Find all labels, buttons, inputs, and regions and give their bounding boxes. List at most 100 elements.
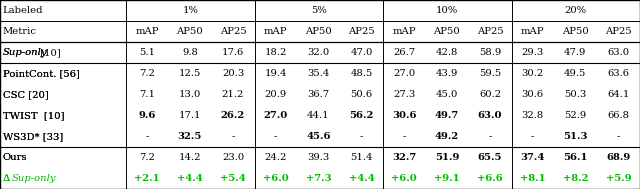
Text: +6.0: +6.0 xyxy=(391,174,417,183)
Text: 30.6: 30.6 xyxy=(522,90,544,99)
Text: 20%: 20% xyxy=(564,6,587,15)
Text: 56.1: 56.1 xyxy=(563,153,588,162)
Text: WS3D* [33]: WS3D* [33] xyxy=(3,132,63,141)
Text: 51.3: 51.3 xyxy=(563,132,588,141)
Text: 58.9: 58.9 xyxy=(479,48,501,57)
Text: 45.0: 45.0 xyxy=(436,90,458,99)
Text: -: - xyxy=(360,132,363,141)
Text: 7.2: 7.2 xyxy=(140,69,155,78)
Text: Metric: Metric xyxy=(3,27,36,36)
Text: 48.5: 48.5 xyxy=(350,69,372,78)
Text: [10]: [10] xyxy=(37,48,61,57)
Text: 27.0: 27.0 xyxy=(393,69,415,78)
Text: 64.1: 64.1 xyxy=(607,90,630,99)
Text: 26.2: 26.2 xyxy=(221,111,245,120)
Text: 21.2: 21.2 xyxy=(222,90,244,99)
Text: AP50: AP50 xyxy=(305,27,332,36)
Text: 49.2: 49.2 xyxy=(435,132,459,141)
Text: 19.4: 19.4 xyxy=(264,69,287,78)
Text: 50.3: 50.3 xyxy=(564,90,586,99)
Text: 24.2: 24.2 xyxy=(264,153,287,162)
Text: mAP: mAP xyxy=(264,27,287,36)
Text: 32.5: 32.5 xyxy=(178,132,202,141)
Text: 5%: 5% xyxy=(311,6,326,15)
Text: 1%: 1% xyxy=(182,6,198,15)
Text: 10%: 10% xyxy=(436,6,458,15)
Text: 17.1: 17.1 xyxy=(179,111,201,120)
Text: 63.0: 63.0 xyxy=(607,48,630,57)
Text: 36.7: 36.7 xyxy=(307,90,330,99)
Text: AP25: AP25 xyxy=(477,27,503,36)
Text: 27.0: 27.0 xyxy=(264,111,288,120)
Text: Sup-only: Sup-only xyxy=(12,174,56,183)
Text: AP50: AP50 xyxy=(177,27,204,36)
Text: 32.7: 32.7 xyxy=(392,153,416,162)
Text: 5.1: 5.1 xyxy=(139,48,155,57)
Text: -: - xyxy=(403,132,406,141)
Text: 63.0: 63.0 xyxy=(477,111,502,120)
Text: AP25: AP25 xyxy=(348,27,375,36)
Text: TWIST  [10]: TWIST [10] xyxy=(3,111,64,120)
Text: 9.8: 9.8 xyxy=(182,48,198,57)
Text: Ours: Ours xyxy=(3,153,27,162)
Text: +8.2: +8.2 xyxy=(563,174,588,183)
Text: AP25: AP25 xyxy=(605,27,632,36)
Text: 47.9: 47.9 xyxy=(564,48,586,57)
Text: +5.9: +5.9 xyxy=(605,174,631,183)
Text: +8.1: +8.1 xyxy=(520,174,545,183)
Text: +4.4: +4.4 xyxy=(349,174,374,183)
Text: +7.3: +7.3 xyxy=(305,174,331,183)
Text: AP50: AP50 xyxy=(433,27,460,36)
Text: PointCont. [56]: PointCont. [56] xyxy=(3,69,79,78)
Text: mAP: mAP xyxy=(392,27,416,36)
Text: 30.2: 30.2 xyxy=(522,69,544,78)
Text: AP50: AP50 xyxy=(562,27,589,36)
Text: 7.1: 7.1 xyxy=(139,90,155,99)
Text: 26.7: 26.7 xyxy=(393,48,415,57)
Text: 65.5: 65.5 xyxy=(477,153,502,162)
Text: 44.1: 44.1 xyxy=(307,111,330,120)
Text: 20.3: 20.3 xyxy=(222,69,244,78)
Text: 37.4: 37.4 xyxy=(520,153,545,162)
Text: 59.5: 59.5 xyxy=(479,69,501,78)
Text: CSC [20]: CSC [20] xyxy=(3,90,48,99)
Text: +6.6: +6.6 xyxy=(477,174,503,183)
Text: WS3D* [33]: WS3D* [33] xyxy=(3,132,63,141)
Text: 49.7: 49.7 xyxy=(435,111,459,120)
Text: +4.4: +4.4 xyxy=(177,174,203,183)
Text: 68.9: 68.9 xyxy=(606,153,630,162)
Text: 52.9: 52.9 xyxy=(564,111,586,120)
Text: 17.6: 17.6 xyxy=(222,48,244,57)
Text: 42.8: 42.8 xyxy=(436,48,458,57)
Text: 30.6: 30.6 xyxy=(392,111,417,120)
Text: -: - xyxy=(531,132,534,141)
Text: 45.6: 45.6 xyxy=(306,132,331,141)
Text: -: - xyxy=(274,132,277,141)
Text: AP25: AP25 xyxy=(220,27,246,36)
Text: Δ: Δ xyxy=(3,174,13,183)
Text: +2.1: +2.1 xyxy=(134,174,160,183)
Text: 51.9: 51.9 xyxy=(435,153,459,162)
Text: Sup-only: Sup-only xyxy=(3,48,47,57)
Text: 9.6: 9.6 xyxy=(138,111,156,120)
Text: mAP: mAP xyxy=(521,27,545,36)
Text: 29.3: 29.3 xyxy=(522,48,544,57)
Text: 32.0: 32.0 xyxy=(307,48,330,57)
Text: 39.3: 39.3 xyxy=(307,153,330,162)
Text: 23.0: 23.0 xyxy=(222,153,244,162)
Text: mAP: mAP xyxy=(136,27,159,36)
Text: -: - xyxy=(231,132,235,141)
Text: 27.3: 27.3 xyxy=(393,90,415,99)
Text: +9.1: +9.1 xyxy=(434,174,460,183)
Text: Sup-only: Sup-only xyxy=(3,48,47,57)
Text: Δ: Δ xyxy=(3,174,13,183)
Text: Ours: Ours xyxy=(3,153,27,162)
Text: -: - xyxy=(617,132,620,141)
Text: 14.2: 14.2 xyxy=(179,153,201,162)
Text: 66.8: 66.8 xyxy=(607,111,630,120)
Text: 50.6: 50.6 xyxy=(351,90,372,99)
Text: 49.5: 49.5 xyxy=(564,69,586,78)
Text: 56.2: 56.2 xyxy=(349,111,374,120)
Text: 63.6: 63.6 xyxy=(607,69,630,78)
Text: 47.0: 47.0 xyxy=(350,48,372,57)
